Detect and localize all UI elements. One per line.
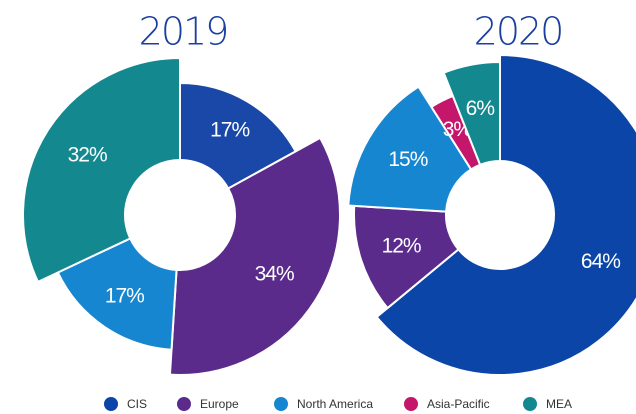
value-label: 34%: [255, 262, 294, 285]
pie-slice: [56, 237, 178, 351]
value-label: 17%: [210, 119, 249, 142]
value-label: 32%: [68, 144, 107, 167]
legend-label: MEA: [546, 397, 572, 411]
legend-swatch: [404, 397, 418, 411]
legend-swatch: [104, 397, 118, 411]
value-label: 17%: [105, 284, 144, 307]
legend-label: Asia-Pacific: [427, 397, 490, 411]
pie-slice: [22, 56, 181, 284]
legend-swatch: [523, 397, 537, 411]
value-label: 6%: [466, 97, 495, 120]
pie-slice: [375, 53, 636, 376]
legend-label: Europe: [200, 397, 239, 411]
pie-slice: [168, 136, 341, 376]
chart-title: 2020: [474, 10, 563, 54]
pie-slice: [179, 81, 298, 190]
legend-label: North America: [297, 397, 373, 411]
chart-title: 2019: [139, 10, 228, 54]
pie-slice: [347, 85, 473, 213]
legend-swatch: [274, 397, 288, 411]
value-label: 64%: [581, 250, 620, 273]
legend-label: CIS: [127, 397, 147, 411]
value-label: 15%: [388, 148, 427, 171]
pie-slice: [442, 60, 501, 167]
value-label: 12%: [382, 235, 421, 258]
legend-swatch: [177, 397, 191, 411]
